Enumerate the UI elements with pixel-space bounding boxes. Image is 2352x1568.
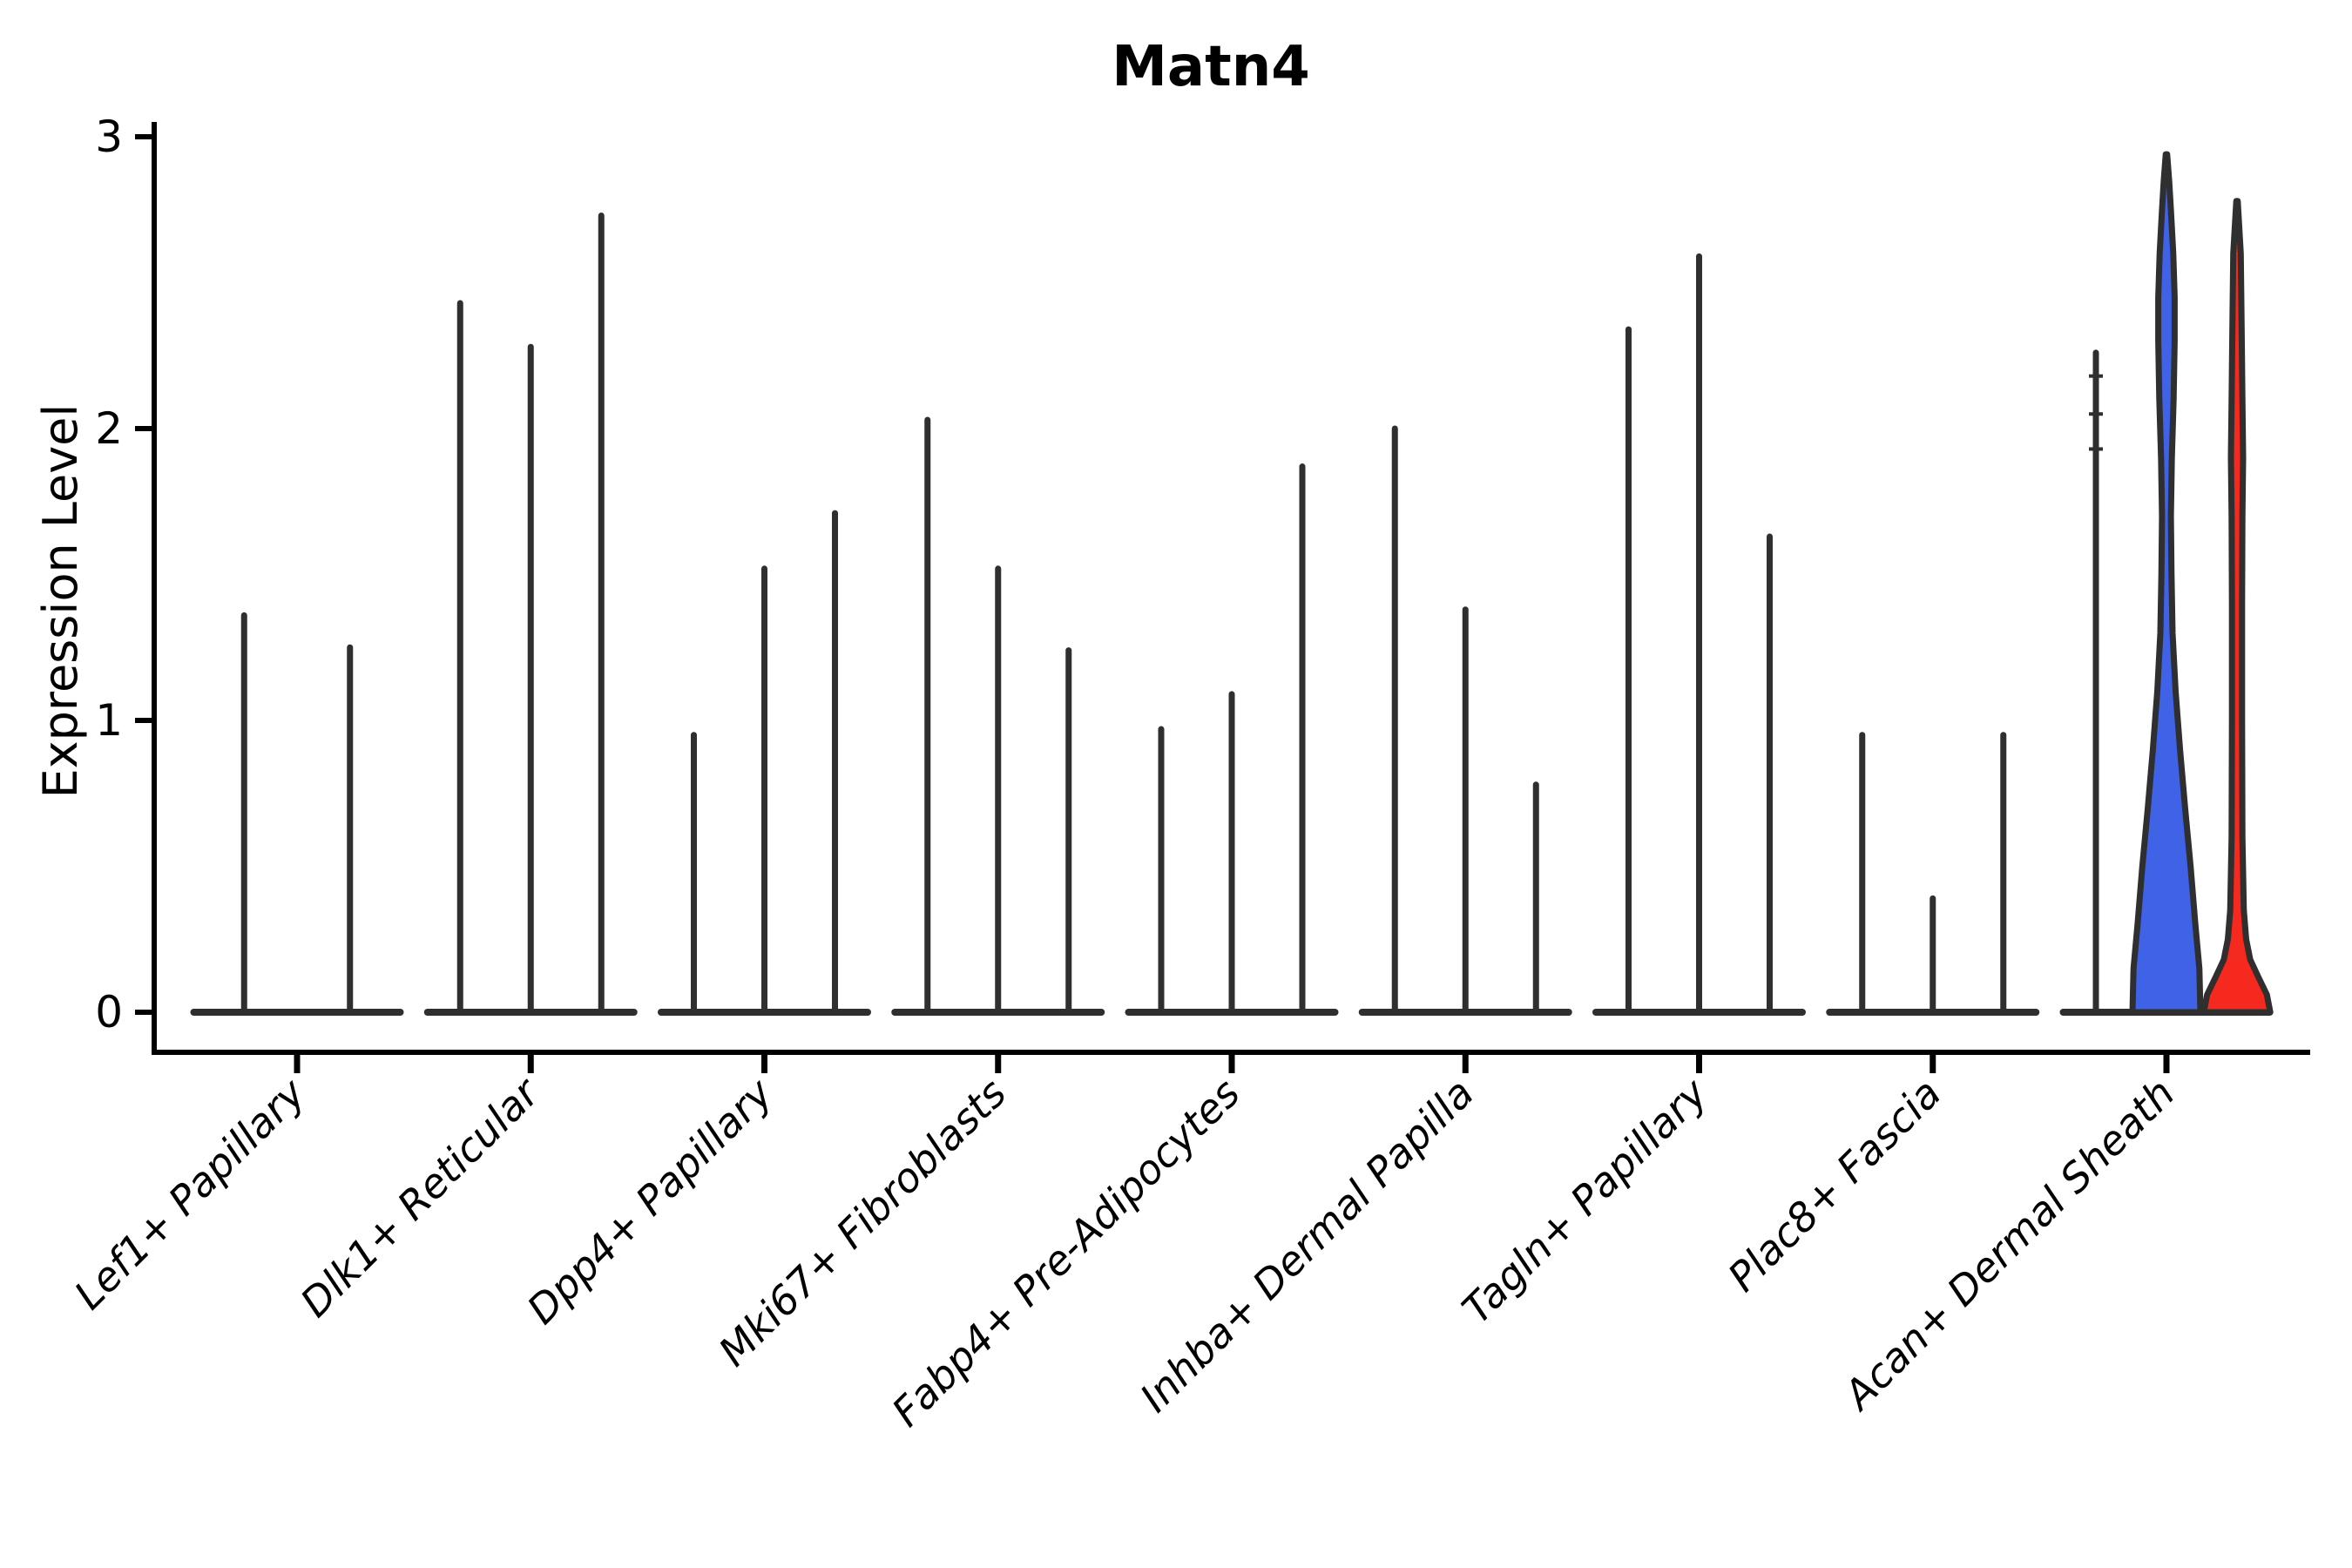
violin-expression-mark (2089, 412, 2103, 416)
violin-expression-mark (2089, 447, 2103, 451)
x-category-label: Plac8+ Fascia (1719, 1070, 1950, 1301)
y-tick-label: 0 (95, 987, 123, 1037)
y-tick-label: 3 (95, 112, 123, 162)
x-category-label: Dpp4+ Papillary (518, 1069, 782, 1333)
y-tick-label: 2 (95, 403, 123, 454)
violin-expression-mark (2089, 374, 2103, 378)
x-category-label: Dlk1+ Reticular (291, 1067, 550, 1326)
chart-title: Matn4 (1112, 35, 1310, 99)
violin-red (2200, 198, 2274, 1016)
x-category-label: Lef1+ Papillary (65, 1069, 314, 1318)
x-category-label: Tagln+ Papillary (1453, 1069, 1717, 1333)
y-tick-label: 1 (95, 695, 123, 746)
y-axis-label: Expression Level (33, 404, 88, 799)
violin-blue (2129, 151, 2204, 1016)
